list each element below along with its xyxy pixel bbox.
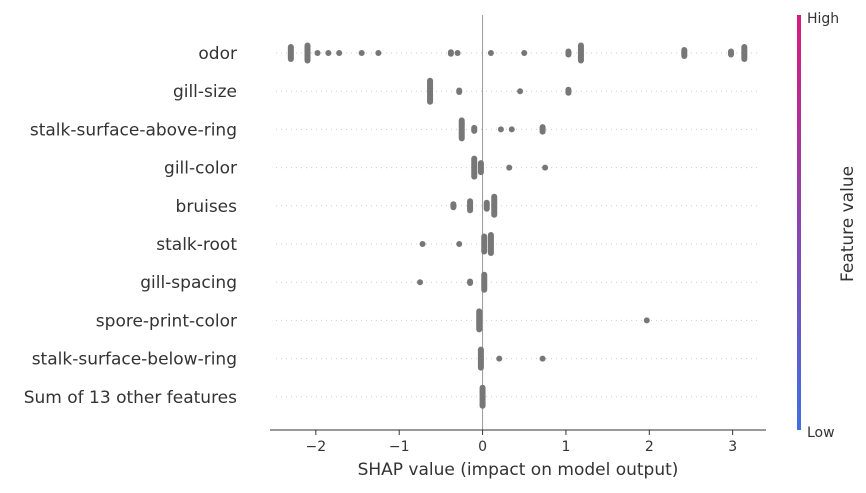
x-tick-label: 1 [561, 439, 570, 455]
shap-point [487, 232, 494, 256]
shap-point [287, 44, 294, 62]
shap-point [450, 201, 457, 211]
feature-label: odor [198, 44, 237, 64]
feature-label: stalk-root [156, 235, 237, 255]
shap-point [491, 193, 498, 218]
shap-point [419, 241, 426, 247]
shap-point [539, 124, 546, 135]
shap-point [517, 88, 524, 95]
feature-label: stalk-surface-above-ring [30, 120, 237, 140]
shap-point [727, 48, 734, 58]
shap-point [471, 124, 478, 134]
shap-point [417, 279, 424, 286]
shap-point [497, 126, 504, 133]
shap-point [542, 164, 549, 171]
feature-rows: odor gill-size stalk-surface-above-ring gil… [24, 44, 760, 408]
shap-point [471, 155, 478, 180]
colorbar-title: Feature value [838, 166, 858, 282]
feature-label: gill-color [164, 159, 237, 179]
shap-point [456, 87, 463, 95]
x-tick-label: −1 [389, 439, 410, 455]
shap-point [577, 42, 584, 64]
shap-point [358, 50, 365, 56]
shap-point [487, 50, 494, 56]
shap-point [458, 117, 465, 142]
feature-label: Sum of 13 other features [24, 388, 237, 408]
points-layer [287, 42, 748, 409]
shap-point [483, 199, 490, 212]
shap-point [481, 233, 488, 255]
shap-point [565, 86, 572, 96]
shap-point [454, 50, 461, 56]
x-tick-label: 0 [478, 439, 487, 455]
shap-point [427, 77, 434, 105]
colorbar-high-label: High [807, 11, 839, 27]
shap-point [375, 50, 382, 56]
shap-point [681, 47, 688, 59]
shap-point [447, 49, 454, 57]
shap-point [304, 42, 311, 64]
shap-point [481, 271, 488, 293]
shap-point [508, 126, 515, 133]
shap-point [521, 50, 528, 56]
shap-point [456, 241, 463, 247]
shap-point [539, 355, 546, 362]
shap-point [476, 308, 483, 333]
feature-label: gill-spacing [140, 273, 237, 293]
shap-point [314, 50, 321, 56]
shap-point [479, 384, 486, 409]
x-axis-title: SHAP value (impact on model output) [358, 460, 679, 480]
colorbar-low-label: Low [807, 425, 835, 441]
shap-point [325, 50, 332, 56]
x-axis: −2 −1 0 1 2 3 [270, 429, 766, 455]
shap-point [565, 48, 572, 58]
shap-point [496, 355, 503, 362]
shap-point [467, 198, 474, 214]
shap-point [467, 278, 474, 286]
x-tick-label: −2 [306, 439, 327, 455]
shap-point [477, 160, 484, 176]
shap-point [741, 44, 748, 62]
colorbar [797, 15, 801, 430]
x-tick-label: 3 [728, 439, 737, 455]
x-tick-label: 2 [645, 439, 654, 455]
feature-label: bruises [176, 197, 238, 217]
shap-point [506, 164, 513, 171]
shap-point [643, 317, 650, 324]
feature-label: spore-print-color [96, 311, 237, 331]
feature-label: gill-size [173, 82, 237, 102]
shap-point [336, 50, 343, 56]
feature-label: stalk-surface-below-ring [32, 350, 237, 370]
shap-point [477, 346, 484, 371]
